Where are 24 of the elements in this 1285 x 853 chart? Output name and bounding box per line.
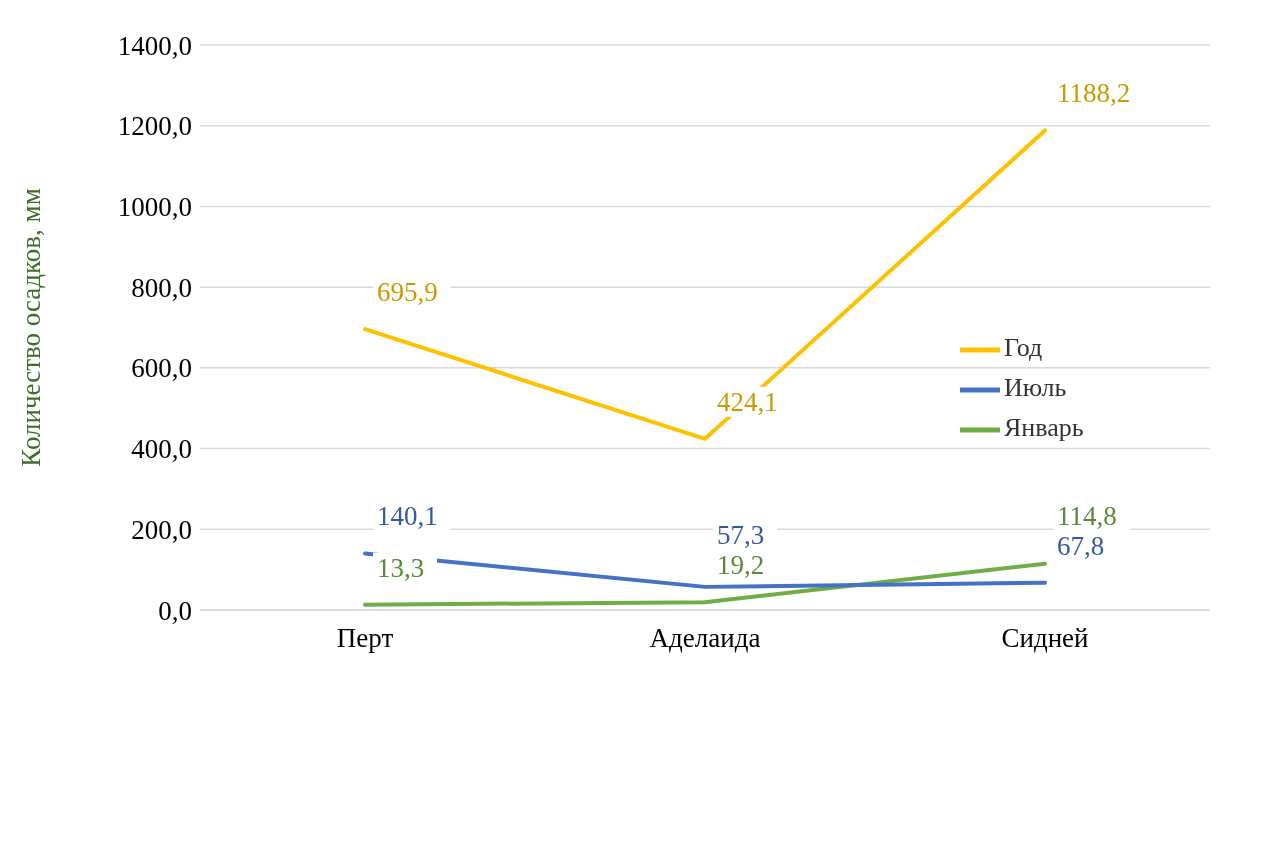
data-label: 114,8 [1057, 500, 1117, 531]
data-label: 19,2 [717, 550, 765, 581]
data-label: 13,3 [377, 552, 425, 583]
y-tick-label: 0,0 [158, 595, 192, 626]
legend-label: Год [1004, 332, 1043, 362]
data-label: 67,8 [1057, 530, 1105, 561]
legend-label: Январь [1004, 412, 1084, 442]
data-label: 1188,2 [1057, 78, 1131, 109]
y-tick-label: 1200,0 [117, 111, 192, 142]
x-tick-label: Перт [336, 623, 394, 654]
legend-label: Июль [1004, 372, 1067, 402]
x-tick-label: Сидней [1001, 623, 1089, 654]
data-label: 424,1 [717, 386, 778, 417]
y-tick-label: 1000,0 [117, 192, 192, 223]
data-label: 695,9 [377, 277, 438, 308]
data-label: 57,3 [717, 519, 765, 550]
y-tick-label: 600,0 [131, 353, 192, 384]
y-tick-label: 400,0 [131, 434, 192, 465]
y-tick-label: 200,0 [131, 514, 192, 545]
x-tick-label: Аделаида [649, 623, 761, 654]
y-tick-label: 1400,0 [117, 30, 192, 61]
y-axis-title: Количество осадков, мм [15, 188, 46, 467]
y-tick-label: 800,0 [131, 272, 192, 303]
data-label: 140,1 [377, 501, 438, 532]
